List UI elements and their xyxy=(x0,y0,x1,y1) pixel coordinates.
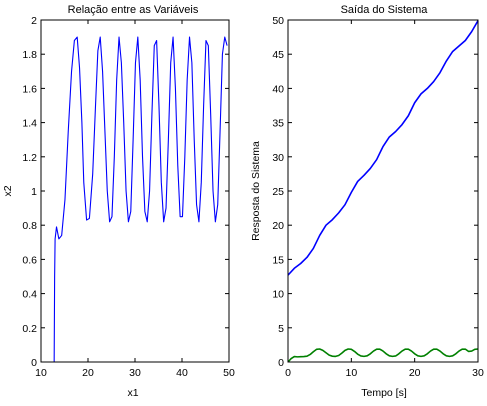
chart-left-y-tick-label: 1.6 xyxy=(22,83,37,95)
chart-left-series-line-0 xyxy=(53,36,228,363)
chart-left-x-tick-label: 40 xyxy=(176,367,188,379)
chart-right-y-tick-label: 5 xyxy=(278,323,284,335)
chart-left-y-tick-label: 0 xyxy=(31,357,37,369)
chart-left-y-tick-label: 1 xyxy=(31,186,37,198)
chart-left-ylabel: x2 xyxy=(2,185,14,196)
chart-right-ylabel: Resposta do Sistema xyxy=(250,141,262,241)
chart-right-x-tick-label: 20 xyxy=(409,367,421,379)
chart-left-title: Relação entre as Variáveis xyxy=(68,4,199,16)
chart-left: Relação entre as Variáveis x1 x2 10 20 30 4… xyxy=(2,4,235,399)
chart-left-x-tick-label: 20 xyxy=(82,367,94,379)
chart-right-y-tick-label: 40 xyxy=(272,83,284,95)
chart-right-y-tick-label: 20 xyxy=(272,220,284,232)
chart-left-x-tick-label: 50 xyxy=(223,367,235,379)
chart-right-x-tick-label: 0 xyxy=(285,367,291,379)
chart-left-y-tick-label: 1.8 xyxy=(22,49,37,61)
chart-right-title: Saída do Sistema xyxy=(341,4,429,16)
chart-left-y-tick-label: 0.8 xyxy=(22,220,37,232)
chart-left-x-tick-label: 30 xyxy=(129,367,141,379)
chart-left-y-tick-label: 1.2 xyxy=(22,152,37,164)
chart-right-y-tick-label: 25 xyxy=(272,186,284,198)
chart-left-x-tick-label: 10 xyxy=(35,367,47,379)
chart-right-y-tick-label: 15 xyxy=(272,254,284,266)
chart-right-x-tick-label: 10 xyxy=(345,367,357,379)
chart-left-xlabel: x1 xyxy=(127,387,138,399)
chart-right: Saída do Sistema Tempo [s] Resposta do S… xyxy=(250,4,484,399)
chart-right-x-tick-label: 30 xyxy=(472,367,484,379)
chart-right-y-tick-label: 45 xyxy=(272,49,284,61)
chart-left-y-tick-label: 1.4 xyxy=(22,118,37,130)
chart-left-y-tick-label: 0.2 xyxy=(22,323,37,335)
chart-left-y-tick-label: 2 xyxy=(31,15,37,27)
chart-right-series-line-1 xyxy=(287,348,479,363)
chart-right-y-tick-label: 10 xyxy=(272,289,284,301)
chart-right-series-line-0 xyxy=(287,20,479,276)
chart-left-y-tick-label: 0.4 xyxy=(22,289,37,301)
chart-right-y-tick-label: 50 xyxy=(272,15,284,27)
chart-right-y-tick-label: 0 xyxy=(278,357,284,369)
chart-left-y-tick-label: 0.6 xyxy=(22,254,37,266)
chart-right-axes-frame xyxy=(287,19,479,363)
chart-right-xlabel: Tempo [s] xyxy=(361,387,407,399)
chart-right-y-tick-label: 35 xyxy=(272,118,284,130)
chart-right-y-tick-label: 30 xyxy=(272,152,284,164)
